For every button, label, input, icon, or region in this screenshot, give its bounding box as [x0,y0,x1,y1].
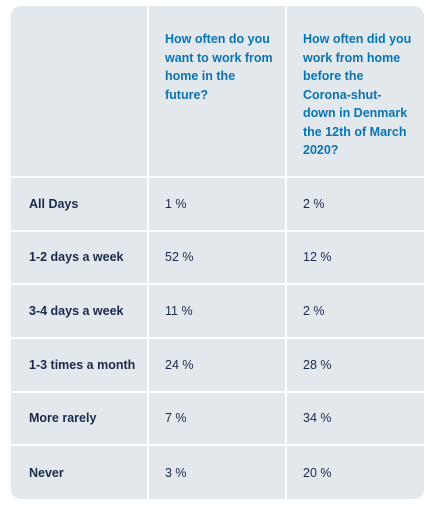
survey-table: How often do you want to work from home … [11,6,424,499]
before-value: 2 % [285,283,424,338]
before-value: 34 % [285,390,424,446]
table-row: All Days 1 % 2 % [11,176,424,231]
row-label: More rarely [11,390,148,446]
row-label: 1-3 times a month [11,336,148,392]
row-label: All Days [11,176,148,231]
before-value: 2 % [285,176,424,231]
row-label: 1-2 days a week [11,229,148,285]
table-row: 3-4 days a week 11 % 2 % [11,283,424,338]
row-label: Never [11,444,148,499]
header-empty-cell [11,6,148,177]
future-value: 1 % [147,176,286,231]
before-value: 20 % [285,444,424,499]
future-value: 7 % [147,390,286,446]
header-future-preference: How often do you want to work from home … [147,6,286,177]
table-row: 1-2 days a week 52 % 12 % [11,229,424,285]
table-row: Never 3 % 20 % [11,444,424,499]
future-value: 11 % [147,283,286,338]
table-row: More rarely 7 % 34 % [11,390,424,446]
future-value: 52 % [147,229,286,285]
future-value: 24 % [147,336,286,392]
header-before-shutdown: How often did you work from home before … [285,6,424,177]
survey-table-card: How often do you want to work from home … [11,6,424,499]
table-header-row: How often do you want to work from home … [11,6,424,177]
before-value: 12 % [285,229,424,285]
before-value: 28 % [285,336,424,392]
table-row: 1-3 times a month 24 % 28 % [11,336,424,392]
row-label: 3-4 days a week [11,283,148,338]
future-value: 3 % [147,444,286,499]
